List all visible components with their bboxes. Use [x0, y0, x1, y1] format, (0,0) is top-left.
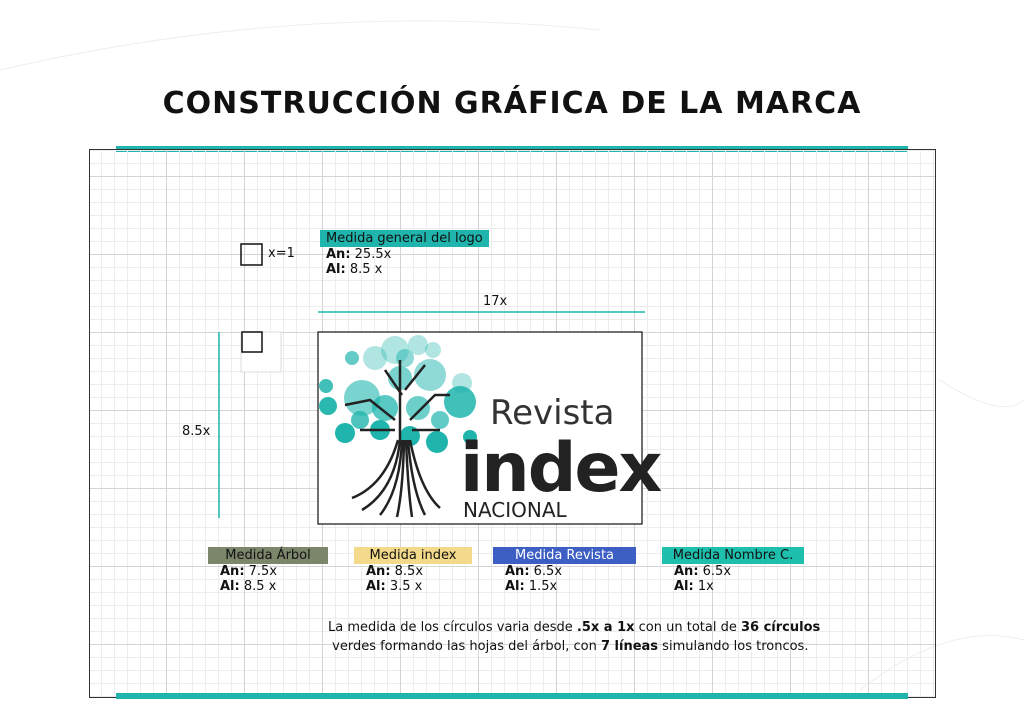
measure: Medida index An: 8.5x Al: 3.5 x	[354, 547, 472, 594]
measure: Medida Árbol An: 7.5x Al: 8.5 x	[208, 547, 328, 594]
label: Al:	[674, 579, 694, 594]
label: An:	[674, 564, 699, 579]
measure-title: Medida Nombre C.	[662, 547, 804, 564]
label: Al:	[220, 579, 240, 594]
measure-title: Medida Revista	[493, 547, 636, 564]
value: 1x	[697, 579, 714, 594]
measure: Medida Revista An: 6.5x Al: 1.5x	[493, 547, 636, 594]
value: 8.5 x	[349, 262, 383, 277]
label: An:	[366, 564, 391, 579]
measure-title: Medida index	[354, 547, 472, 564]
value: 8.5 x	[243, 579, 277, 594]
general-measure: Medida general del logo An: 25.5x Al: 8.…	[320, 230, 489, 277]
value: 1.5x	[528, 579, 558, 594]
text: con un total de	[634, 620, 741, 635]
label: Al:	[505, 579, 525, 594]
label: An:	[220, 564, 245, 579]
logo-nacional: NACIONAL	[463, 498, 568, 522]
height-label: 8.5x	[182, 424, 211, 439]
note: La medida de los círculos varia desde .5…	[328, 618, 868, 656]
logo-box	[317, 331, 643, 525]
text: verdes formando las hojas del árbol, con	[328, 639, 601, 654]
measure: Medida Nombre C. An: 6.5x Al: 1x	[662, 547, 804, 594]
unit-label: x=1	[268, 246, 295, 261]
measure-title: Medida Árbol	[208, 547, 328, 564]
label: Al:	[366, 579, 386, 594]
text: 7 líneas	[600, 639, 659, 654]
accent-bar	[116, 693, 908, 699]
width-label: 17x	[483, 294, 508, 309]
tree-trunk	[344, 360, 450, 518]
logo-revista: Revista	[490, 393, 614, 433]
label: Al:	[326, 262, 346, 277]
label: An:	[326, 247, 351, 262]
value: 3.5 x	[389, 579, 423, 594]
value: 8.5x	[394, 564, 424, 579]
text: 36 círculos	[740, 620, 821, 635]
unit-square	[240, 243, 263, 266]
value: 6.5x	[533, 564, 563, 579]
text: simulando los troncos.	[658, 639, 809, 654]
text: La medida de los círculos varia desde	[328, 620, 577, 635]
title: CONSTRUCCIÓN GRÁFICA DE LA MARCA	[162, 86, 862, 121]
label: An:	[505, 564, 530, 579]
logo-index: index	[460, 429, 662, 508]
unit-square	[241, 331, 263, 353]
text: .5x a 1x	[576, 620, 635, 635]
value: 7.5x	[248, 564, 278, 579]
value: 6.5x	[702, 564, 732, 579]
measure-title: Medida general del logo	[320, 230, 489, 247]
value: 25.5x	[354, 247, 392, 262]
